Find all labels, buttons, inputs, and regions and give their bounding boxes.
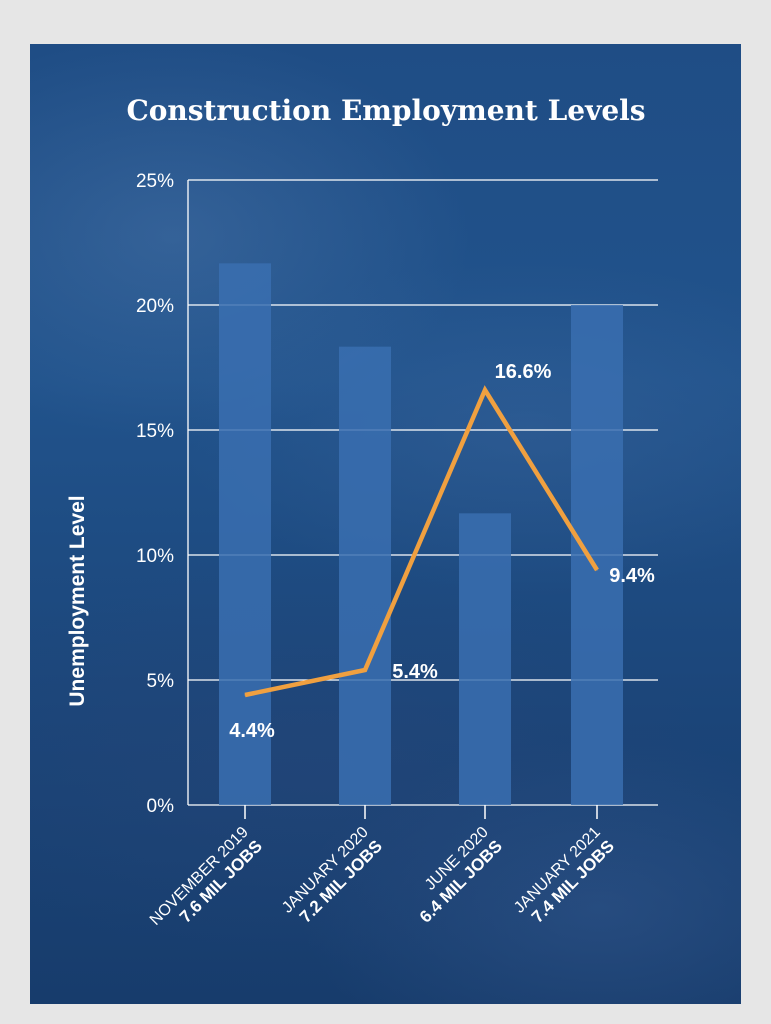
bar xyxy=(339,346,391,805)
line-point xyxy=(364,669,366,671)
line-point xyxy=(484,389,486,391)
chart-svg: Construction Employment Levels Unemploym… xyxy=(66,94,658,929)
y-tick-label: 10% xyxy=(136,546,174,567)
line-point xyxy=(244,694,246,696)
y-tick-label: 25% xyxy=(136,171,174,192)
y-tick-label: 15% xyxy=(136,421,174,442)
y-tick-label: 0% xyxy=(147,796,175,817)
y-tick-label: 20% xyxy=(136,296,174,317)
line-point xyxy=(596,569,598,571)
y-tick-label: 5% xyxy=(147,671,175,692)
bar xyxy=(219,263,271,805)
bar xyxy=(459,513,511,805)
chart-panel: Construction Employment Levels Unemploym… xyxy=(30,44,741,1004)
bar xyxy=(571,305,623,805)
line-series xyxy=(244,385,599,698)
chart-title: Construction Employment Levels xyxy=(126,94,645,127)
data-label: 5.4% xyxy=(392,661,438,683)
data-label: 16.6% xyxy=(495,361,552,383)
data-label: 9.4% xyxy=(609,565,655,587)
data-label: 4.4% xyxy=(229,720,275,742)
y-axis-label: Unemployment Level xyxy=(66,495,89,706)
